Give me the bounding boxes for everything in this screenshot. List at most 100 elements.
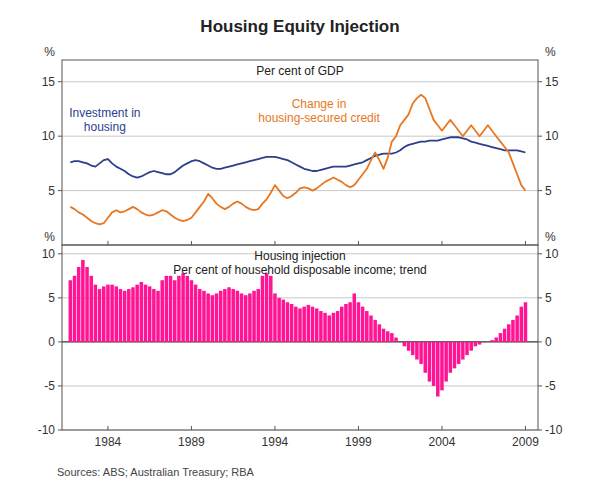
bar (98, 289, 102, 342)
bar (507, 324, 511, 342)
bar (173, 280, 177, 342)
bar (206, 293, 210, 341)
grid-line (62, 136, 538, 137)
bar (273, 293, 277, 341)
panel-title: Housing injectionPer cent of household d… (173, 249, 427, 277)
bar (382, 329, 386, 342)
panel: -10-50510-10-505101984198919941999200420… (38, 230, 563, 478)
bar (152, 289, 156, 342)
bar (494, 338, 498, 342)
series-label-line: Change in (292, 97, 347, 111)
frame (62, 245, 538, 430)
bar (315, 308, 319, 341)
bar (256, 289, 260, 342)
y2-tick (538, 253, 542, 254)
bar (490, 340, 494, 342)
grid-line (62, 81, 538, 82)
bar (307, 305, 311, 342)
y-axis-label: % (44, 45, 55, 59)
bar (294, 307, 298, 342)
y2-tick (538, 341, 542, 342)
bar (156, 291, 160, 342)
x-tick-label: 1984 (95, 435, 122, 449)
bar (524, 302, 528, 342)
x-tick-label: 1989 (178, 435, 205, 449)
bar (119, 289, 123, 342)
bar (365, 311, 369, 342)
bar (432, 342, 436, 386)
bar (265, 273, 269, 342)
bar (286, 302, 290, 342)
series-label: Investment inhousing (69, 106, 140, 134)
bar (453, 342, 457, 368)
bar (503, 329, 507, 342)
series-label-line: housing-secured credit (258, 111, 380, 125)
bar (227, 287, 231, 342)
y-tick (58, 253, 62, 254)
bar (202, 291, 206, 342)
bar (449, 342, 453, 373)
bar (499, 333, 503, 342)
bar (290, 304, 294, 342)
bar (169, 276, 173, 342)
y-tick (58, 297, 62, 298)
bar (461, 342, 465, 360)
bar (411, 342, 415, 355)
title: Housing Equity Injection (200, 17, 399, 36)
y-tick (58, 341, 62, 342)
bar (165, 276, 169, 342)
bar (89, 276, 93, 342)
bar (436, 342, 440, 397)
bar (327, 315, 331, 341)
bar (474, 342, 478, 346)
panel: Housing Equity Injection5101551015%%Per … (42, 17, 559, 245)
bar (440, 342, 444, 390)
x-tick (274, 241, 275, 245)
bar (482, 341, 486, 342)
bar (465, 342, 469, 355)
bar (181, 273, 185, 342)
bar (486, 341, 490, 342)
y2-tick-label: -5 (545, 379, 556, 393)
x-tick (191, 241, 192, 245)
y2-axis-label: % (545, 230, 556, 244)
series-label: Change inhousing-secured credit (258, 97, 380, 125)
bar (311, 307, 315, 342)
y2-tick (538, 430, 542, 431)
bar (244, 295, 248, 342)
series-label-line: housing (84, 120, 126, 134)
bar (511, 320, 515, 342)
data-group (69, 260, 528, 397)
bar (102, 286, 106, 342)
chart: Housing Equity Injection5101551015%%Per … (0, 0, 600, 486)
y-tick (58, 385, 62, 386)
bar (69, 280, 73, 342)
line (70, 137, 525, 177)
y2-tick-label: 5 (545, 291, 552, 305)
bar (302, 307, 306, 342)
bar (94, 285, 98, 342)
y2-tick (538, 385, 542, 386)
x-tick (525, 426, 526, 430)
bar (336, 311, 340, 342)
y-tick (58, 81, 62, 82)
x-tick (358, 426, 359, 430)
bar (186, 276, 190, 342)
bar (73, 276, 77, 342)
y2-tick (538, 136, 542, 137)
y2-axis-label: % (545, 45, 556, 59)
bar (277, 298, 281, 342)
grid-line (62, 190, 538, 191)
x-tick (107, 426, 108, 430)
panel-title-line: Per cent of household disposable income;… (173, 263, 427, 277)
frame (62, 60, 538, 245)
y2-tick (538, 81, 542, 82)
y-tick-label: 0 (48, 335, 55, 349)
bar (219, 291, 223, 342)
bar (81, 260, 85, 342)
bar (332, 313, 336, 342)
bar (520, 307, 524, 342)
bar (515, 315, 519, 341)
bar (215, 293, 219, 341)
grid-line (62, 385, 538, 386)
